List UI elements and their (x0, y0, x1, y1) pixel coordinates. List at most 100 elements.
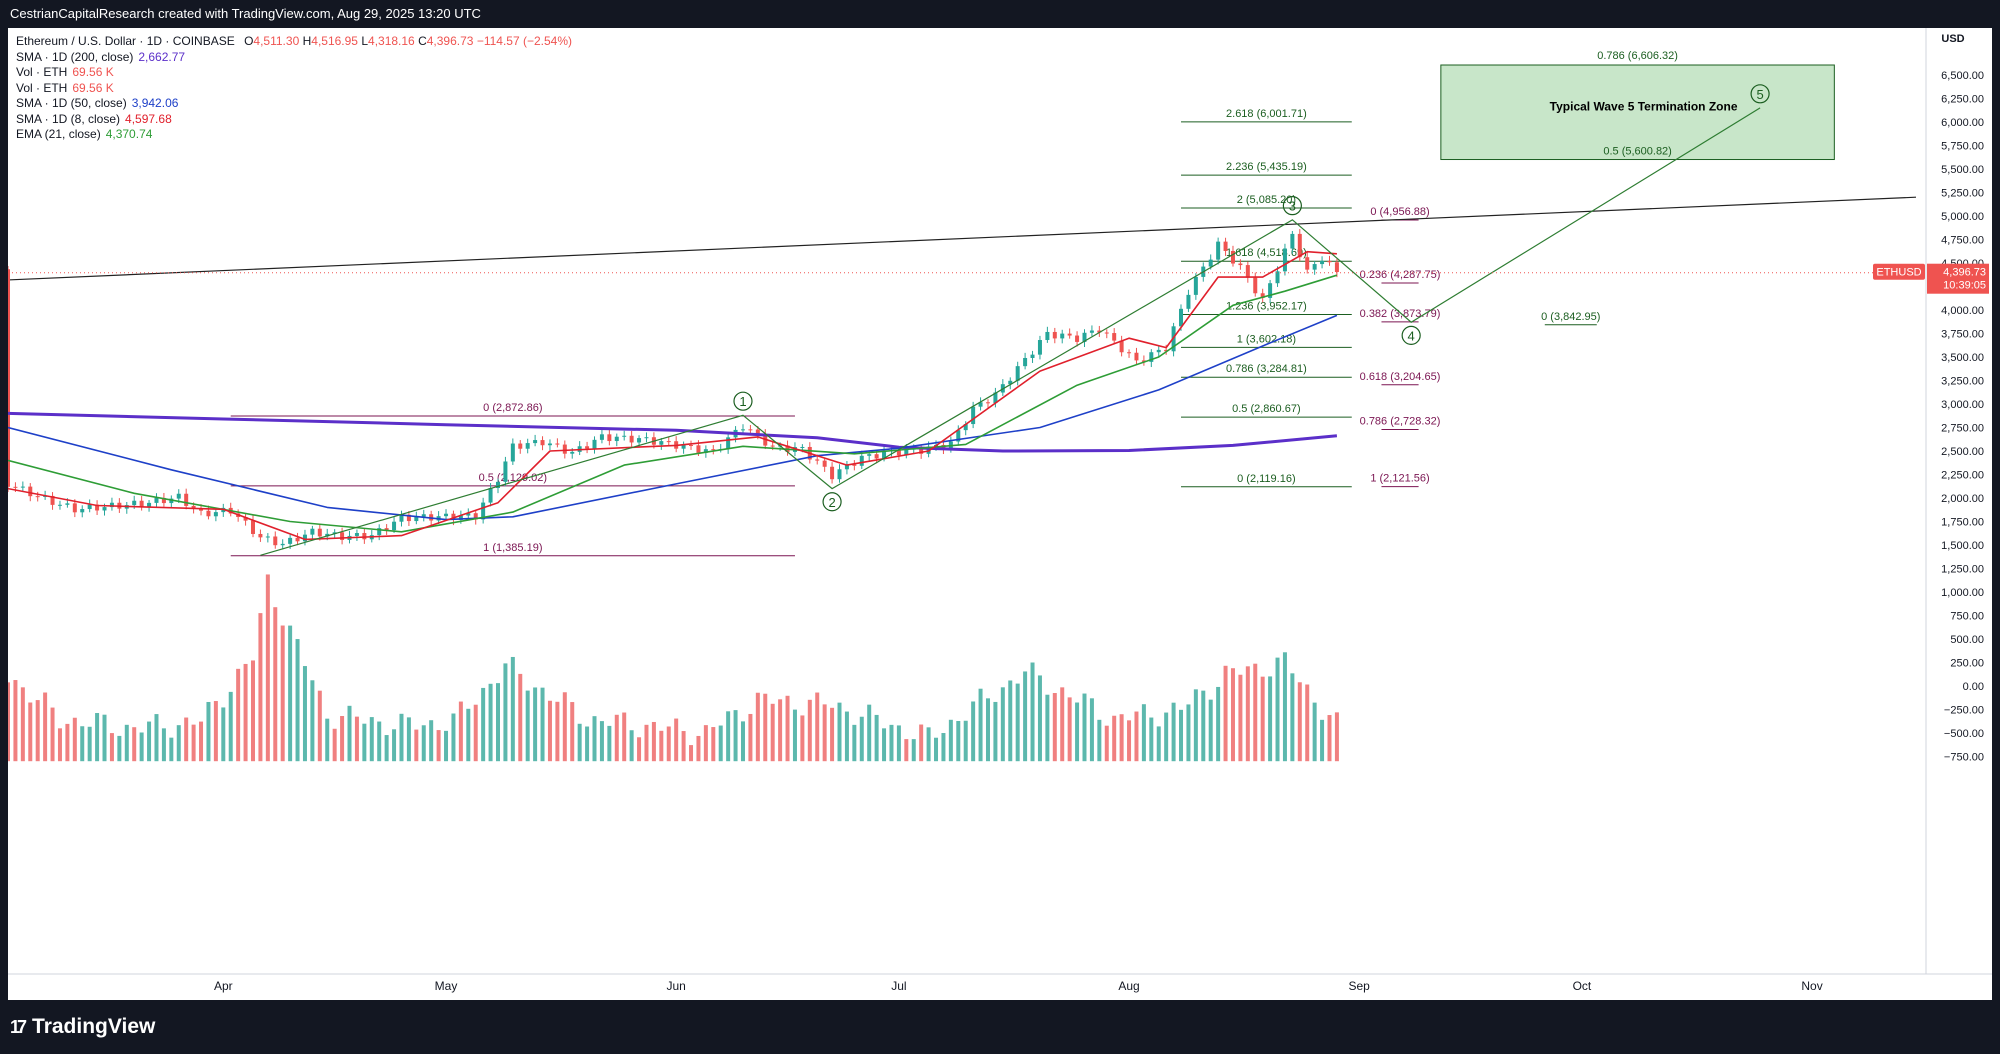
volume-bar (585, 726, 590, 762)
volume-bar (1238, 674, 1243, 762)
volume-bar (978, 688, 983, 762)
volume-bar (50, 707, 55, 762)
volume-bar (280, 625, 285, 762)
candle-body (696, 445, 701, 453)
volume-bar (963, 720, 968, 762)
candle-body (510, 443, 515, 462)
volume-bar (778, 699, 783, 762)
chart-svg[interactable]: −750.00 −500.00 −250.00 0.00 250.00 500.00 750… (6, 28, 1992, 1000)
legend-row-sma200[interactable]: SMA · 1D (200, close) 2,662.77 (16, 50, 572, 66)
volume-bar (13, 680, 18, 762)
volume-bar (1297, 682, 1302, 762)
y-tick-label: 5,750.00 (1941, 141, 1984, 153)
volume-bar (1327, 715, 1332, 762)
candle-body (599, 434, 604, 440)
volume-bar (770, 703, 775, 762)
volume-bar (495, 683, 500, 762)
wave-label-5: 5 (1756, 87, 1763, 102)
volume-bar (681, 731, 686, 762)
volume-bar (228, 691, 233, 762)
candle-body (867, 454, 872, 456)
volume-bar (406, 717, 411, 762)
candle-body (488, 487, 493, 503)
fib-level-label: 0.5 (2,860.67) (1232, 403, 1301, 415)
candle-body (555, 443, 560, 445)
candle-body (1127, 352, 1132, 354)
candle-body (1089, 330, 1094, 333)
x-tick-label: Jul (891, 979, 906, 993)
volume-bar (176, 725, 181, 762)
volume-bar (117, 735, 122, 762)
fib-level-label: 0 (2,872.86) (483, 402, 542, 414)
candle-body (1060, 333, 1065, 339)
legend-row-volume[interactable]: Vol · ETH 69.56 K (16, 65, 572, 81)
volume-bar (1015, 683, 1020, 762)
candle-body (458, 515, 463, 520)
candle-body (689, 445, 694, 447)
legend-value: 3,942.06 (131, 96, 179, 110)
volume-bar (510, 656, 515, 762)
candle-body (258, 533, 263, 538)
legend-row-ema21[interactable]: EMA (21, close) 4,370.74 (16, 127, 572, 143)
volume-bar (377, 721, 382, 762)
candle-body (6, 269, 10, 487)
candle-body (1186, 294, 1191, 309)
y-tick-label: −750.00 (1944, 752, 1984, 764)
volume-bar (199, 721, 204, 762)
ohlc-values: O4,511.30 H4,516.95 L4,318.16 C4,396.73 … (244, 34, 572, 48)
volume-bar (792, 709, 797, 762)
y-tick-label: 2,500.00 (1941, 446, 1984, 458)
wave-label-circle (822, 492, 842, 512)
y-tick-label: −500.00 (1944, 728, 1984, 740)
candle-body (919, 448, 924, 454)
volume-bar (184, 717, 189, 762)
volume-bar (533, 687, 538, 762)
volume-bar (785, 695, 790, 762)
candle-body (169, 498, 174, 504)
candle-body (570, 451, 575, 454)
volume-bar (1082, 693, 1087, 762)
candle-body (184, 493, 189, 506)
volume-bar (429, 720, 434, 762)
x-tick-label: Jun (666, 979, 685, 993)
legend-row-sma50[interactable]: SMA · 1D (50, close) 3,942.06 (16, 96, 572, 112)
volume-bar (1141, 704, 1146, 762)
candle-body (161, 497, 166, 504)
high-label: H (302, 34, 312, 48)
volume-bar (332, 728, 337, 762)
candle-body (882, 451, 887, 459)
candle-body (406, 514, 411, 522)
volume-bar (1201, 690, 1206, 762)
candle-body (644, 437, 649, 439)
candle-body (1290, 233, 1295, 249)
volume-bar (1067, 697, 1072, 762)
chart-panel[interactable]: −750.00 −500.00 −250.00 0.00 250.00 500.00 750… (6, 28, 1992, 1000)
volume-bar (666, 726, 671, 762)
fib-level-label: 0.5 (2,129.02) (479, 472, 548, 484)
volume-bar (503, 663, 508, 762)
symbol-description[interactable]: Ethereum / U.S. Dollar · 1D · COINBASE (16, 34, 235, 48)
volume-bar (221, 707, 226, 762)
candle-body (1268, 283, 1273, 298)
volume-bar (726, 711, 731, 762)
candle-body (191, 505, 196, 509)
candle-body (1282, 248, 1287, 272)
legend-row-sma8[interactable]: SMA · 1D (8, close) 4,597.68 (16, 112, 572, 128)
candle-body (154, 497, 159, 503)
volume-bar (1060, 687, 1065, 762)
volume-bar (236, 668, 241, 762)
volume-bar (1119, 714, 1124, 762)
volume-bar (347, 705, 352, 762)
volume-bar (525, 690, 530, 762)
candle-body (1253, 277, 1258, 294)
price-badge (1927, 263, 1989, 294)
footer-brand[interactable]: 17 TradingView (10, 1012, 155, 1042)
volume-bar (748, 713, 753, 762)
candle-body (547, 443, 552, 446)
candle-body (852, 464, 857, 466)
volume-bar (844, 711, 849, 762)
candle-body (1037, 340, 1042, 355)
volume-bar (577, 723, 582, 762)
candle-body (1075, 335, 1080, 342)
legend-row-volume-2[interactable]: Vol · ETH 69.56 K (16, 81, 572, 97)
